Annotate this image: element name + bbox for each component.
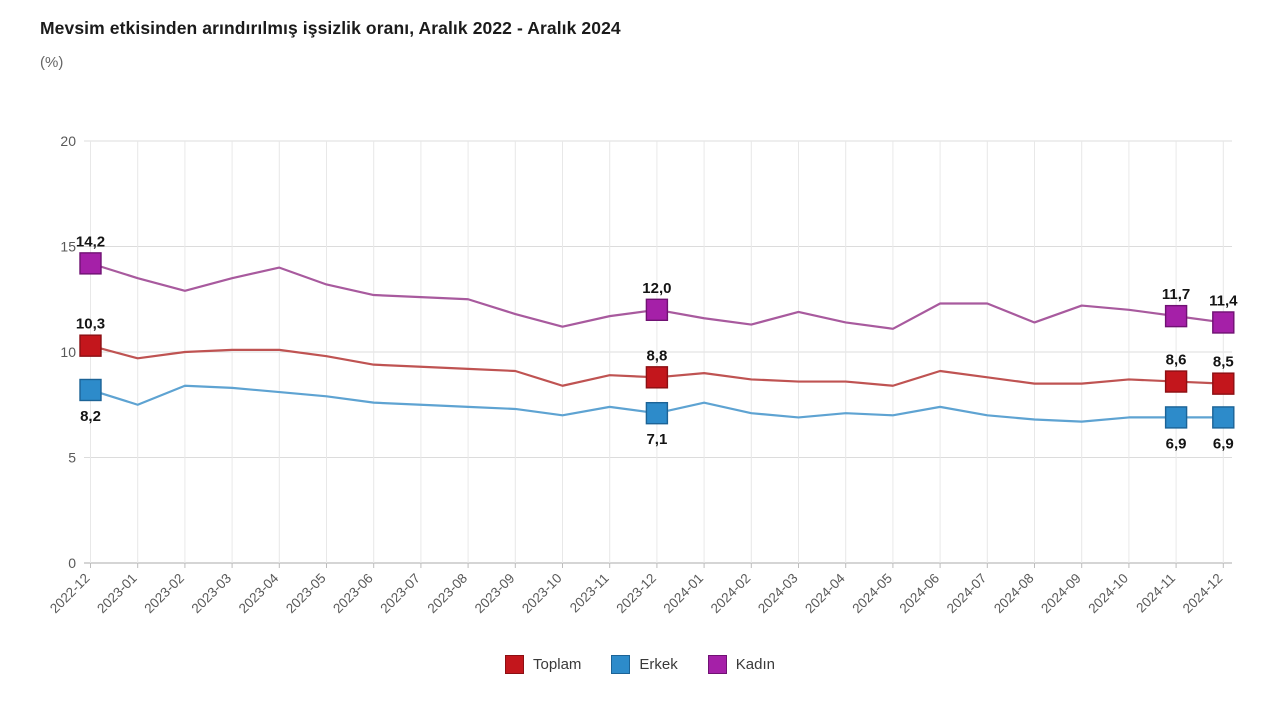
y-tick-label: 15 xyxy=(60,239,76,255)
x-tick-label: 2023-02 xyxy=(141,571,187,617)
legend-item-toplam[interactable]: Toplam xyxy=(505,655,581,674)
x-tick-label: 2024-12 xyxy=(1180,571,1226,617)
y-tick-label: 10 xyxy=(60,344,76,360)
x-tick-label: 2023-06 xyxy=(330,571,376,617)
x-tick-label: 2023-09 xyxy=(472,571,518,617)
x-tick-label: 2023-07 xyxy=(377,571,423,617)
legend-item-erkek[interactable]: Erkek xyxy=(611,655,678,674)
x-tick-label: 2023-03 xyxy=(189,571,235,617)
y-tick-label: 5 xyxy=(68,450,76,466)
x-tick-label: 2023-05 xyxy=(283,571,329,617)
legend-label: Toplam xyxy=(533,656,582,673)
x-tick-label: 2023-01 xyxy=(94,571,140,617)
legend-item-kadın[interactable]: Kadın xyxy=(707,655,775,674)
data-point-marker-toplam xyxy=(1212,372,1235,395)
chart-title: Mevsim etkisinden arındırılmış işsizlik … xyxy=(40,18,621,38)
data-point-label: 10,3 xyxy=(76,316,105,333)
x-tick-label: 2023-11 xyxy=(567,571,612,616)
data-point-marker-kadın xyxy=(79,252,102,275)
legend-swatch-erkek xyxy=(611,655,631,674)
x-tick-label: 2022-12 xyxy=(47,571,93,617)
data-point-marker-kadın xyxy=(1212,311,1235,334)
x-tick-label: 2023-12 xyxy=(613,571,659,617)
x-tick-label: 2023-04 xyxy=(236,570,282,616)
x-tick-label: 2024-08 xyxy=(991,571,1037,617)
legend-swatch-kadın xyxy=(707,655,727,674)
x-tick-label: 2024-07 xyxy=(944,571,990,617)
data-point-marker-toplam xyxy=(79,334,102,357)
data-point-marker-erkek xyxy=(645,401,669,425)
data-point-label: 8,8 xyxy=(646,347,667,364)
data-point-marker-erkek xyxy=(79,378,102,402)
data-point-marker-toplam xyxy=(1164,370,1188,393)
x-tick-label: 2024-04 xyxy=(802,570,848,616)
data-point-label: 7,1 xyxy=(646,431,667,448)
x-tick-label: 2024-11 xyxy=(1133,571,1178,616)
x-tick-label: 2024-10 xyxy=(1085,571,1131,617)
x-tick-label: 2024-06 xyxy=(897,571,943,617)
data-point-label: 6,9 xyxy=(1213,435,1234,452)
x-tick-label: 2024-09 xyxy=(1038,571,1084,617)
x-tick-label: 2023-08 xyxy=(425,571,471,617)
data-point-label: 12,0 xyxy=(642,280,671,297)
data-point-marker-kadın xyxy=(1164,304,1188,328)
data-point-marker-kadın xyxy=(645,298,669,321)
x-tick-label: 2023-10 xyxy=(519,571,565,617)
x-tick-label: 2024-01 xyxy=(661,571,707,617)
data-point-marker-toplam xyxy=(645,366,669,389)
data-point-label: 11,4 xyxy=(1209,292,1238,309)
legend-swatch-toplam xyxy=(505,655,525,674)
data-point-marker-erkek xyxy=(1212,406,1235,429)
data-point-label: 11,7 xyxy=(1162,286,1190,303)
x-tick-label: 2024-02 xyxy=(708,571,754,617)
data-point-label: 8,5 xyxy=(1213,354,1234,371)
data-point-marker-erkek xyxy=(1164,406,1188,429)
y-tick-label: 20 xyxy=(60,133,76,149)
chart-legend: Toplam Erkek Kadın xyxy=(0,655,1280,674)
x-tick-label: 2024-05 xyxy=(849,571,895,617)
x-tick-label: 2024-03 xyxy=(755,571,801,617)
legend-label: Erkek xyxy=(639,656,678,673)
data-point-label: 8,6 xyxy=(1166,352,1187,369)
data-point-label: 6,9 xyxy=(1166,435,1187,452)
chart-unit-label: (%) xyxy=(40,54,64,71)
data-point-label: 14,2 xyxy=(76,233,105,250)
data-point-label: 8,2 xyxy=(80,408,101,425)
legend-label: Kadın xyxy=(735,656,775,673)
y-tick-label: 0 xyxy=(68,555,76,571)
